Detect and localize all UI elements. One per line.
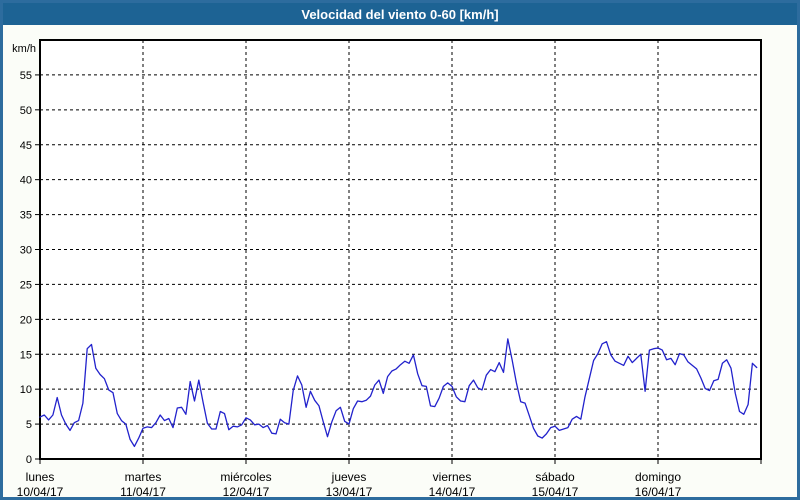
y-axis-labels: 0 5 10 15 20 25 30 35 40 45 50 55 km/h bbox=[12, 43, 40, 466]
x-tick-date: 11/04/17 bbox=[120, 485, 166, 497]
x-tick-weekday: miércoles bbox=[220, 470, 271, 484]
y-tick-label: 5 bbox=[26, 419, 32, 431]
x-tick-date: 14/04/17 bbox=[429, 485, 476, 497]
x-tick-weekday: domingo bbox=[635, 470, 681, 484]
y-tick-label: 20 bbox=[20, 314, 32, 326]
y-tick-label: 50 bbox=[20, 105, 32, 117]
x-tick-date: 16/04/17 bbox=[635, 485, 682, 497]
y-tick-label: 15 bbox=[20, 349, 32, 361]
x-tick-date: 10/04/17 bbox=[17, 485, 64, 497]
y-tick-label: 0 bbox=[26, 454, 32, 466]
y-tick-label: 30 bbox=[20, 245, 32, 257]
x-tick-date: 13/04/17 bbox=[326, 485, 373, 497]
x-tick-weekday: jueves bbox=[331, 470, 367, 484]
x-tick-weekday: martes bbox=[125, 470, 162, 484]
wind-speed-line bbox=[39, 338, 758, 448]
chart-title: Velocidad del viento 0-60 [km/h] bbox=[301, 6, 499, 22]
y-tick-label: 45 bbox=[20, 140, 32, 152]
y-tick-label: 25 bbox=[20, 279, 32, 291]
y-tick-label: 10 bbox=[20, 384, 32, 396]
x-tick-weekday: sábado bbox=[535, 470, 575, 484]
x-tick-date: 15/04/17 bbox=[532, 485, 579, 497]
y-tick-label: 55 bbox=[20, 70, 32, 82]
chart-title-bar: Velocidad del viento 0-60 [km/h] bbox=[3, 3, 797, 25]
y-axis-unit-label: km/h bbox=[12, 43, 36, 55]
x-tick-date: 12/04/17 bbox=[223, 485, 270, 497]
y-gridlines bbox=[40, 74, 761, 425]
x-tick-weekday: viernes bbox=[433, 470, 472, 484]
x-gridlines bbox=[142, 40, 659, 459]
y-tick-label: 35 bbox=[20, 210, 32, 222]
x-tick-weekday: lunes bbox=[26, 470, 55, 484]
y-tick-label: 40 bbox=[20, 175, 32, 187]
